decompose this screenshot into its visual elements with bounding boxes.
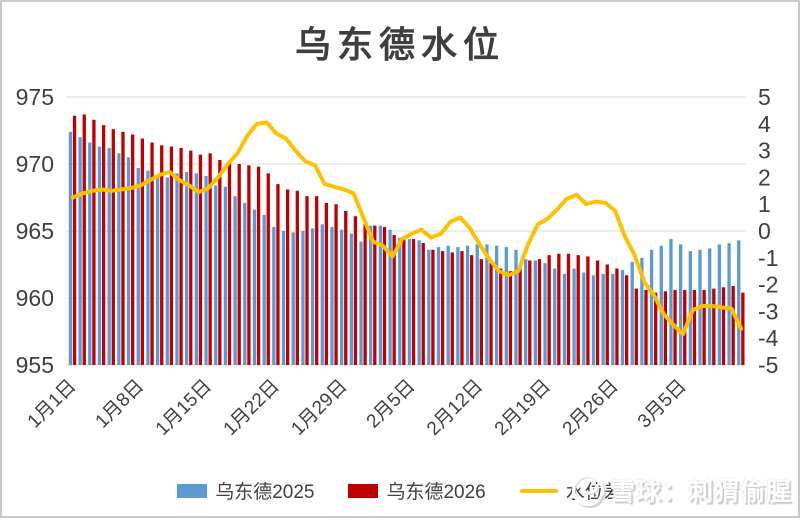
chart-title: 乌东德水位 [294, 25, 505, 65]
svg-text:1月22日: 1月22日 [220, 376, 284, 440]
svg-text:1月29日: 1月29日 [287, 376, 351, 440]
legend-item-diff: 水位差 [519, 477, 623, 504]
svg-text:955: 955 [16, 352, 54, 378]
legend-label-2026: 乌东德2026 [386, 482, 486, 503]
bars-乌东德2026 [72, 114, 745, 365]
svg-text:3: 3 [758, 138, 771, 164]
svg-text:-5: -5 [758, 352, 778, 378]
bar-swatch-2026-icon [348, 483, 379, 498]
svg-text:-2: -2 [758, 272, 778, 298]
legend-item-2025: 乌东德2025 [177, 477, 314, 504]
svg-text:0: 0 [758, 218, 771, 244]
svg-text:975: 975 [16, 84, 54, 110]
diff-line [70, 120, 744, 337]
svg-text:2: 2 [758, 164, 771, 190]
gridlines [66, 96, 746, 366]
svg-text:-3: -3 [758, 298, 778, 324]
svg-text:-1: -1 [758, 245, 778, 271]
svg-text:-4: -4 [758, 325, 779, 351]
svg-text:1月8日: 1月8日 [92, 376, 149, 433]
bars-乌东德2025 [68, 131, 741, 365]
svg-text:2月19日: 2月19日 [491, 376, 555, 440]
svg-text:970: 970 [16, 151, 54, 177]
chart-legend: 乌东德2025 乌东德2026 水位差 [2, 477, 798, 504]
legend-label-diff: 水位差 [565, 482, 623, 503]
y-axis-left: 975 970 965 960 955 [16, 84, 54, 378]
svg-text:3月5日: 3月5日 [634, 376, 691, 433]
x-axis: 1月1日 1月8日 1月15日 1月22日 1月29日 2月5日 2月12日 2月19日 2月2… [24, 376, 691, 440]
svg-text:5: 5 [758, 84, 771, 110]
legend-label-2025: 乌东德2025 [215, 482, 315, 503]
svg-text:2月26日: 2月26日 [559, 376, 623, 440]
svg-text:2月12日: 2月12日 [423, 376, 487, 440]
svg-text:960: 960 [16, 285, 54, 311]
svg-text:1月15日: 1月15日 [152, 376, 216, 440]
bar-swatch-2025-icon [177, 483, 208, 498]
svg-text:2月5日: 2月5日 [363, 376, 420, 433]
svg-text:4: 4 [758, 111, 771, 137]
svg-text:1: 1 [758, 191, 771, 217]
svg-text:965: 965 [16, 218, 54, 244]
line-swatch-diff-icon [519, 488, 558, 493]
legend-item-2026: 乌东德2026 [348, 477, 486, 504]
svg-text:1月1日: 1月1日 [24, 376, 81, 433]
